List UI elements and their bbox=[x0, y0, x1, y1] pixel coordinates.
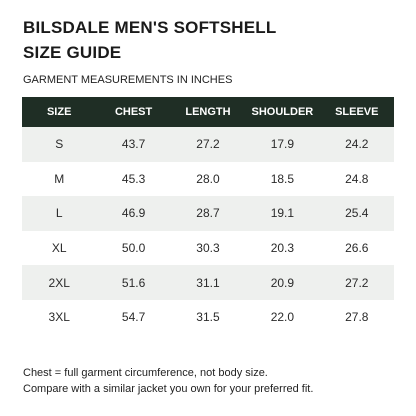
table-row: S 43.7 27.2 17.9 24.2 bbox=[22, 127, 394, 162]
subtitle: GARMENT MEASUREMENTS IN INCHES bbox=[23, 74, 233, 86]
table-cell: L bbox=[22, 196, 97, 231]
table-cell: 24.8 bbox=[345, 171, 369, 186]
table-cell: 17.9 bbox=[245, 127, 320, 162]
table-row: M 45.3 28.0 18.5 24.8 bbox=[22, 162, 394, 197]
table-cell: 50.0 bbox=[121, 241, 146, 256]
table-cell: 28.0 bbox=[196, 171, 220, 186]
table-cell: XL bbox=[51, 241, 67, 256]
table-row: 2XL 51.6 31.1 20.9 27.2 bbox=[22, 265, 394, 300]
column-header: CHEST bbox=[96, 97, 171, 127]
table-cell: 51.6 bbox=[96, 265, 171, 300]
table-cell: 20.3 bbox=[270, 241, 295, 256]
column-header: SIZE bbox=[22, 97, 97, 127]
table-row: 3XL 54.7 31.5 22.0 27.8 bbox=[22, 300, 394, 335]
column-header: SLEEVE bbox=[319, 97, 394, 127]
table-cell: 31.5 bbox=[196, 310, 220, 325]
table-body: S 43.7 27.2 17.9 24.2 M 45.3 28.0 18.5 24.8 L 46.9 2… bbox=[22, 127, 394, 335]
table-cell: M bbox=[54, 171, 65, 186]
note: Compare with a similar jacket you own fo… bbox=[23, 383, 314, 395]
table-cell: 26.6 bbox=[345, 241, 369, 256]
table-cell: 54.7 bbox=[121, 310, 146, 325]
note: Chest = full garment circumference, not … bbox=[23, 367, 268, 379]
table-cell: 2XL bbox=[22, 265, 97, 300]
title-line: SIZE GUIDE bbox=[23, 43, 122, 62]
column-header: LENGTH bbox=[170, 97, 246, 127]
table-cell: 43.7 bbox=[96, 127, 171, 162]
table-cell: 27.2 bbox=[170, 127, 246, 162]
table-cell: 28.7 bbox=[170, 196, 246, 231]
table-cell: 27.8 bbox=[345, 310, 369, 325]
table-cell: 27.2 bbox=[319, 265, 394, 300]
table-row: L 46.9 28.7 19.1 25.4 bbox=[22, 196, 394, 231]
table-cell: 18.5 bbox=[270, 171, 295, 186]
table-cell: 19.1 bbox=[245, 196, 320, 231]
size-table: SIZE CHEST LENGTH SHOULDER SLEEVE S 43.7 27.2 1… bbox=[22, 97, 394, 335]
table-cell: 31.1 bbox=[170, 265, 246, 300]
table-cell: S bbox=[22, 127, 97, 162]
table-cell: 3XL bbox=[48, 310, 70, 325]
header-row: SIZE CHEST LENGTH SHOULDER SLEEVE bbox=[22, 97, 394, 127]
table-cell: 46.9 bbox=[96, 196, 171, 231]
table-row: XL 50.0 30.3 20.3 26.6 bbox=[22, 231, 394, 266]
table-cell: 20.9 bbox=[245, 265, 320, 300]
table-cell: 22.0 bbox=[270, 310, 295, 325]
table-cell: 24.2 bbox=[319, 127, 394, 162]
table-cell: 45.3 bbox=[121, 171, 146, 186]
table-cell: 30.3 bbox=[196, 241, 220, 256]
title-line: BILSDALE MEN'S SOFTSHELL bbox=[23, 18, 277, 37]
column-header: SHOULDER bbox=[245, 97, 320, 127]
table-cell: 25.4 bbox=[319, 196, 394, 231]
